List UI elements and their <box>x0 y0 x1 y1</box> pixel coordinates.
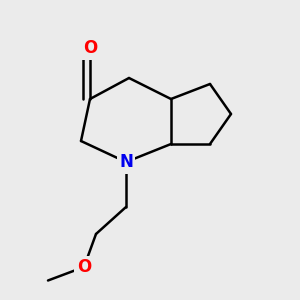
Text: O: O <box>77 258 91 276</box>
Text: N: N <box>119 153 133 171</box>
Text: O: O <box>83 39 97 57</box>
